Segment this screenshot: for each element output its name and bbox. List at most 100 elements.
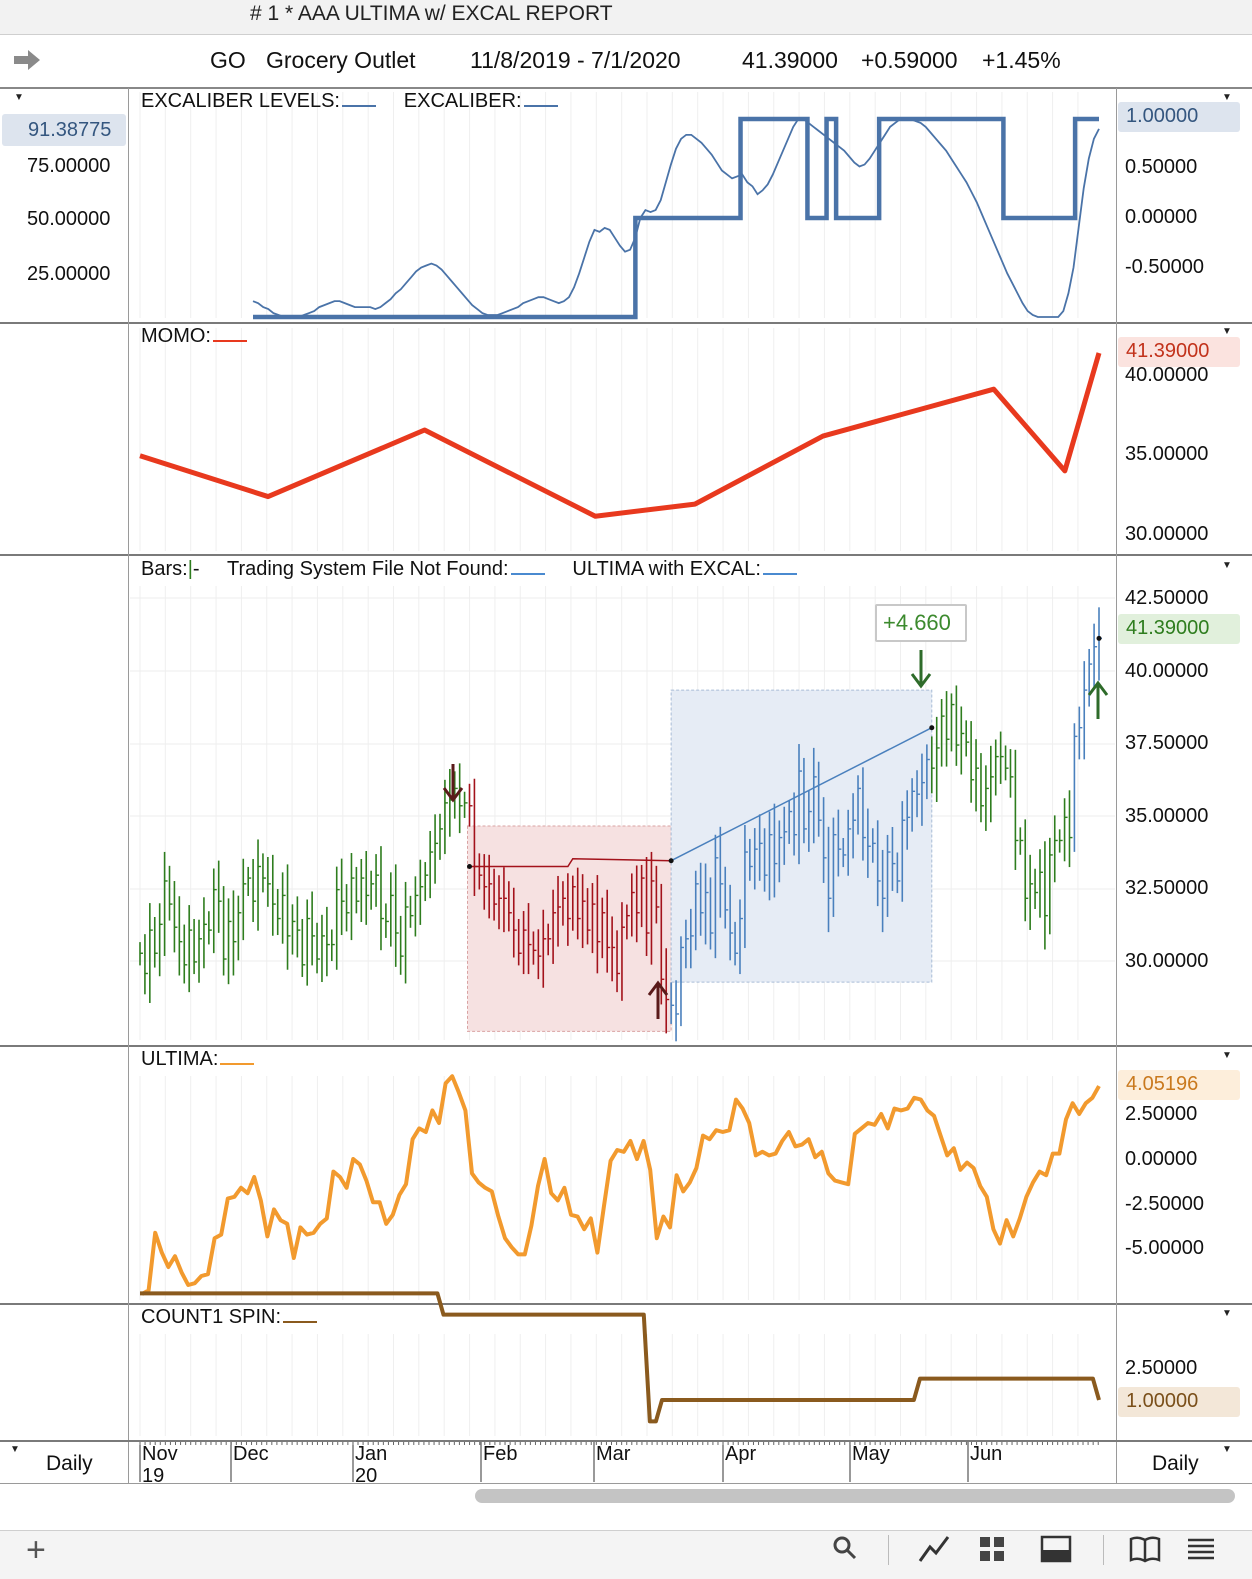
long-trade-zone <box>670 689 933 983</box>
momo-label: MOMO: <box>141 325 211 347</box>
trade-point <box>929 725 935 731</box>
date-range: 11/8/2019 - 7/1/2020 <box>470 47 681 73</box>
count-spin-line <box>140 1291 1101 1424</box>
ultima-tick: -5.00000 <box>1125 1237 1204 1259</box>
bars-tick: 37.50000 <box>1125 732 1209 754</box>
period-right-menu-icon[interactable]: ▼ <box>1222 1444 1232 1455</box>
momo-highlight: 41.39000 <box>1118 337 1240 367</box>
short-trade-line <box>469 857 672 868</box>
momo-highlight-value: 41.39000 <box>1126 340 1210 362</box>
right-axis-menu-icon[interactable]: ▼ <box>1222 92 1232 103</box>
grid-icon[interactable] <box>978 1535 1006 1563</box>
left-axis-menu-icon[interactable]: ▼ <box>14 92 24 103</box>
book-icon[interactable] <box>1128 1535 1162 1563</box>
panel-divider[interactable] <box>0 1045 1252 1047</box>
trade-point <box>668 858 674 864</box>
excaliber-line <box>252 118 1100 318</box>
month-label: Feb <box>483 1443 517 1465</box>
momo-tick: 35.00000 <box>1125 443 1209 465</box>
ultima-panel-title: ULTIMA: <box>141 1048 255 1071</box>
momo-axis-menu-icon[interactable]: ▼ <box>1222 326 1232 337</box>
month-label: May <box>852 1443 890 1465</box>
panel-divider[interactable] <box>0 554 1252 556</box>
bars-tick: 42.50000 <box>1125 587 1209 609</box>
sell-arrow-icon <box>442 787 464 803</box>
excal-left-tick: 75.00000 <box>27 155 111 177</box>
ultima-tick: 2.50000 <box>1125 1103 1198 1125</box>
trade-profit-label: +4.660 <box>875 604 967 642</box>
price-change-pct: +1.45% <box>982 47 1061 73</box>
month-label: Mar <box>596 1443 631 1465</box>
buy-arrow-icon <box>647 980 669 996</box>
trade-profit-value: +4.660 <box>883 610 951 635</box>
ultima-axis-menu-icon[interactable]: ▼ <box>1222 1050 1232 1061</box>
excal-left-highlight: 91.38775 <box>2 114 126 146</box>
bars-tick: 32.50000 <box>1125 877 1209 899</box>
period-left[interactable]: Daily <box>46 1452 93 1475</box>
trade-point <box>1096 635 1102 641</box>
bars-tick: 40.00000 <box>1125 660 1209 682</box>
bars-highlight: 41.39000 <box>1118 614 1240 644</box>
trade-point <box>467 863 473 869</box>
count-highlight-value: 1.00000 <box>1126 1390 1199 1412</box>
month-label: Apr <box>725 1443 756 1465</box>
chart-area[interactable]: Nov Dec Jan Feb Mar Apr May Jun 19 20 <box>0 0 1252 1530</box>
panel-layout-icon[interactable] <box>1040 1535 1072 1563</box>
horizontal-scrollbar[interactable] <box>475 1489 1235 1503</box>
arrow-right-icon[interactable] <box>12 47 42 73</box>
excal-right-tick: -0.50000 <box>1125 256 1204 278</box>
ultima-tick: 0.00000 <box>1125 1148 1198 1170</box>
excal-right-tick: 0.50000 <box>1125 156 1198 178</box>
line-chart-icon[interactable] <box>918 1533 950 1563</box>
buy-arrow-icon <box>1087 680 1109 696</box>
sell-arrow-icon <box>910 673 932 689</box>
window-title: # 1 * AAA ULTIMA w/ EXCAL REPORT <box>250 2 613 25</box>
month-label: Nov <box>142 1443 178 1465</box>
month-label: Jan <box>355 1443 387 1465</box>
panel-divider[interactable] <box>0 322 1252 324</box>
excal-levels-label: EXCALIBER LEVELS: <box>141 90 340 112</box>
bars-label: Bars: <box>141 558 188 580</box>
long-trade-line <box>670 727 933 862</box>
count-axis-menu-icon[interactable]: ▼ <box>1222 1308 1232 1319</box>
excal-right-highlight: 1.00000 <box>1118 102 1240 132</box>
count-highlight: 1.00000 <box>1118 1387 1240 1417</box>
bars-tick: 30.00000 <box>1125 950 1209 972</box>
count-tick: 2.50000 <box>1125 1357 1198 1379</box>
symbol-bar: GO Grocery Outlet 11/8/2019 - 7/1/2020 4… <box>0 35 1252 89</box>
momo-tick: 30.00000 <box>1125 523 1209 545</box>
ultima-tick: -2.50000 <box>1125 1193 1204 1215</box>
left-axis-border <box>128 88 129 1483</box>
price-change: +0.59000 <box>861 47 958 73</box>
short-trade-zone <box>467 825 672 1032</box>
period-right[interactable]: Daily <box>1152 1452 1199 1475</box>
bars-panel-title: Bars:|- Trading System File Not Found: U… <box>141 558 797 581</box>
trading-system-label: Trading System File Not Found: <box>226 558 509 580</box>
momo-panel-title: MOMO: <box>141 325 247 348</box>
count-label: COUNT1 SPIN: <box>141 1306 282 1328</box>
ultima-label: ULTIMA: <box>141 1048 219 1070</box>
count-panel-title: COUNT1 SPIN: <box>141 1306 318 1329</box>
menu-list-icon[interactable] <box>1186 1536 1216 1562</box>
bars-highlight-value: 41.39000 <box>1126 617 1210 639</box>
excal-levels-line <box>253 116 1099 320</box>
month-label: Dec <box>233 1443 269 1465</box>
ultima-line <box>141 1074 1101 1296</box>
right-axis-border <box>1116 88 1117 1483</box>
excal-left-highlight-value: 91.38775 <box>28 119 112 141</box>
momo-line <box>139 352 1102 519</box>
window-titlebar: # 1 * AAA ULTIMA w/ EXCAL REPORT <box>0 0 1252 35</box>
search-icon[interactable] <box>832 1535 858 1561</box>
add-icon[interactable]: + <box>26 1531 46 1569</box>
ultima-highlight-value: 4.05196 <box>1126 1073 1199 1095</box>
panel-divider[interactable] <box>0 1303 1252 1305</box>
symbol-name: Grocery Outlet <box>266 47 416 73</box>
month-label: Jun <box>970 1443 1002 1465</box>
bars-tick: 35.00000 <box>1125 805 1209 827</box>
year-label: 19 <box>142 1465 164 1487</box>
excal-left-tick: 25.00000 <box>27 263 111 285</box>
bars-axis-menu-icon[interactable]: ▼ <box>1222 560 1232 571</box>
x-axis-bottom-line <box>0 1483 1252 1484</box>
period-left-menu-icon[interactable]: ▼ <box>10 1444 20 1455</box>
symbol-ticker: GO <box>210 47 246 73</box>
